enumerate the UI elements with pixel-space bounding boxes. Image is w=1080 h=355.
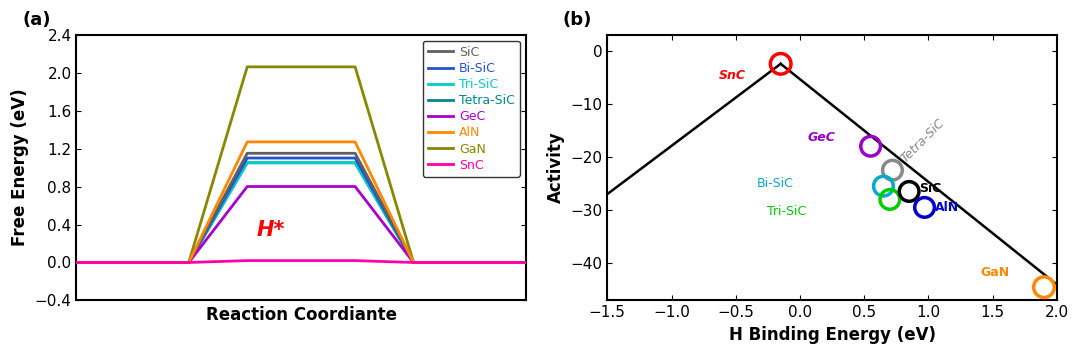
Text: SiC: SiC [919, 182, 942, 195]
Text: (b): (b) [563, 11, 592, 29]
Point [875, 183, 892, 189]
Point [1036, 284, 1053, 290]
Point [883, 167, 901, 173]
Text: GeC: GeC [808, 131, 836, 143]
X-axis label: Reaction Coordiante: Reaction Coordiante [205, 306, 396, 324]
Text: SnC: SnC [718, 69, 745, 82]
Text: Tetra-SiC: Tetra-SiC [899, 116, 947, 165]
Point [881, 197, 899, 202]
Point [862, 143, 879, 149]
Y-axis label: Activity: Activity [546, 132, 565, 203]
Text: AlN: AlN [935, 201, 959, 214]
Point [916, 204, 933, 210]
X-axis label: H Binding Energy (eV): H Binding Energy (eV) [729, 326, 935, 344]
Point [772, 61, 789, 67]
Text: Bi-SiC: Bi-SiC [757, 177, 794, 190]
Text: Tri-SiC: Tri-SiC [767, 205, 807, 218]
Text: (a): (a) [23, 11, 51, 29]
Text: H*: H* [256, 220, 285, 240]
Point [901, 189, 918, 194]
Y-axis label: Free Energy (eV): Free Energy (eV) [11, 89, 29, 246]
Text: GaN: GaN [981, 266, 1010, 279]
Legend: SiC, Bi-SiC, Tri-SiC, Tetra-SiC, GeC, AlN, GaN, SnC: SiC, Bi-SiC, Tri-SiC, Tetra-SiC, GeC, Al… [422, 41, 519, 177]
